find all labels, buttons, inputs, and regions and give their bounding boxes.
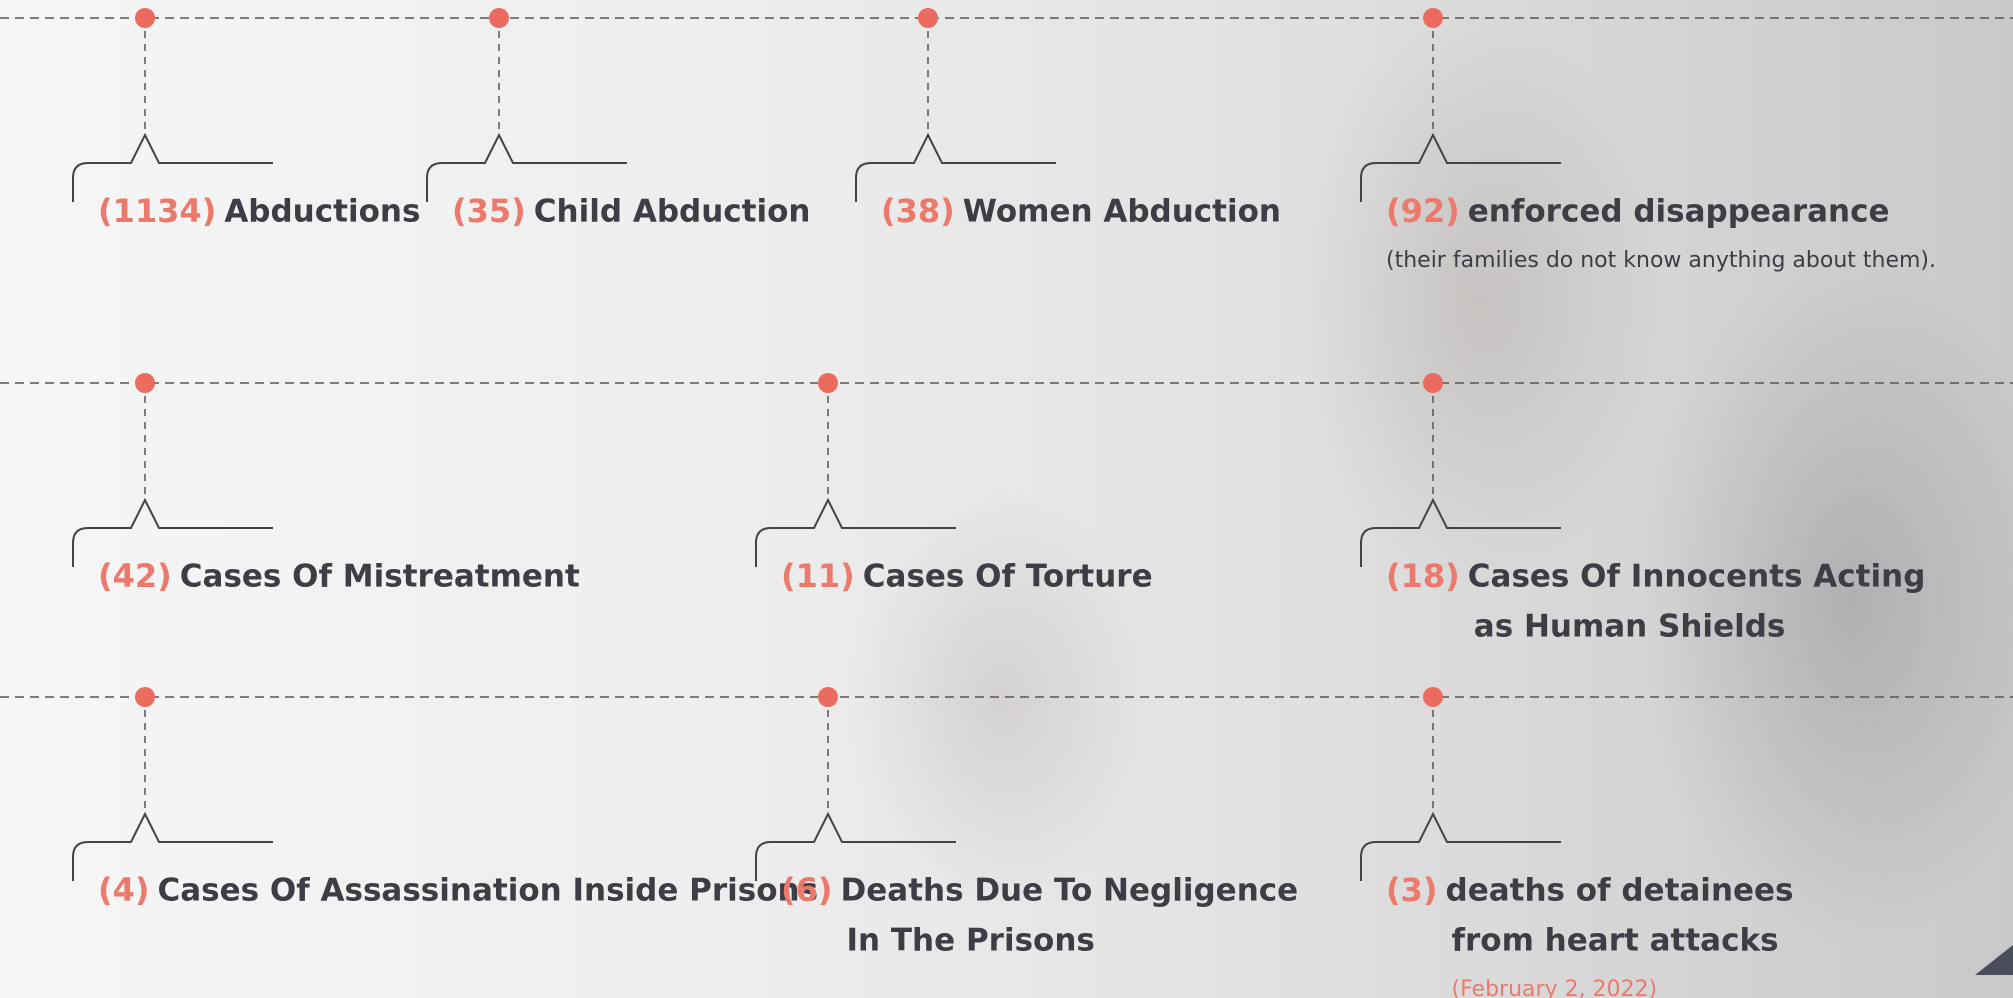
label: deaths of detainees — [1446, 873, 1794, 909]
label: Cases Of Assassination Inside Prisons — [158, 873, 819, 909]
note: (February 2, 2022) — [1452, 977, 1658, 998]
label: Abductions — [224, 194, 420, 230]
dot — [1423, 8, 1443, 28]
dot — [135, 8, 155, 28]
dot — [818, 687, 838, 707]
corner-decoration — [1975, 945, 2013, 975]
count: (6) — [781, 871, 833, 909]
dot — [1423, 687, 1443, 707]
count: (92) — [1386, 192, 1460, 230]
count: (38) — [881, 192, 955, 230]
count: (35) — [452, 192, 526, 230]
count: (4) — [98, 871, 150, 909]
label: as Human Shields — [1474, 609, 1786, 645]
dot — [489, 8, 509, 28]
infographic: (1134)Abductions (35)Child Abduction (38)W… — [0, 0, 2013, 998]
count: (18) — [1386, 557, 1460, 595]
count: (11) — [781, 557, 855, 595]
label: from heart attacks — [1452, 923, 1779, 959]
dot — [1423, 373, 1443, 393]
label: Child Abduction — [534, 194, 811, 230]
dot — [135, 373, 155, 393]
label: Cases Of Torture — [863, 559, 1153, 595]
note: (their families do not know anything abo… — [1386, 248, 1936, 273]
dot — [135, 687, 155, 707]
count: (3) — [1386, 871, 1438, 909]
label: Women Abduction — [963, 194, 1281, 230]
label: Deaths Due To Negligence — [841, 873, 1299, 909]
label: Cases Of Mistreatment — [180, 559, 580, 595]
canvas: (1134)Abductions (35)Child Abduction (38)W… — [0, 0, 2013, 998]
dot — [818, 373, 838, 393]
label: enforced disappearance — [1468, 194, 1890, 230]
label: In The Prisons — [847, 923, 1095, 959]
count: (1134) — [98, 192, 216, 230]
dot — [918, 8, 938, 28]
count: (42) — [98, 557, 172, 595]
label: Cases Of Innocents Acting — [1468, 559, 1926, 595]
